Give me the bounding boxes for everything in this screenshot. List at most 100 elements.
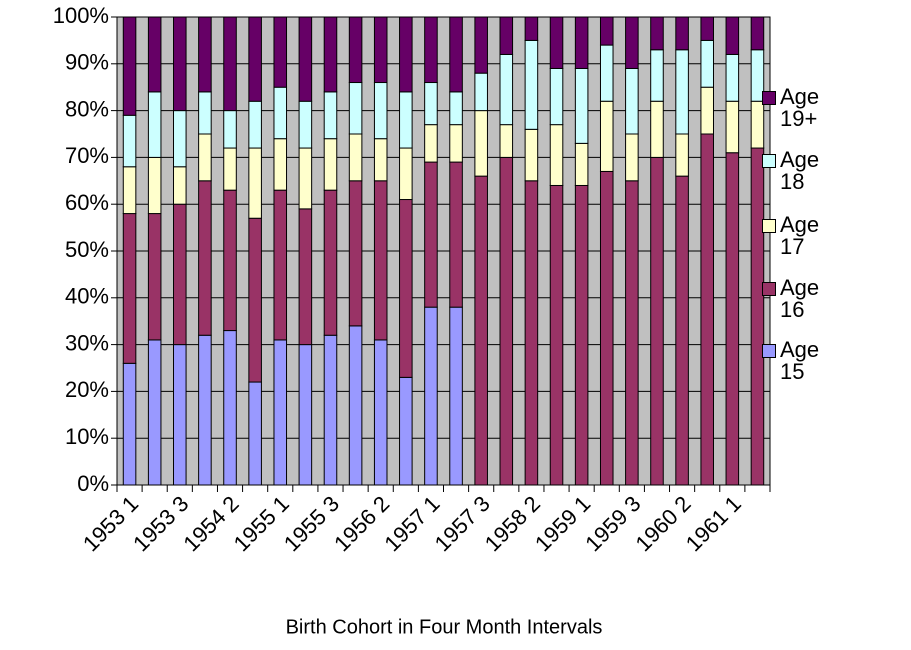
bar-segment [725,53,740,102]
x-tick-label: 1959 3 [580,491,645,556]
plot-border [116,16,771,486]
bar-segment [323,91,338,140]
y-tick-label: 80% [65,96,109,121]
bar-segment [700,133,714,486]
bar-segment [625,67,639,135]
bar-segment [248,217,262,383]
x-tick-label: 1956 2 [329,491,394,556]
legend-label: Age 18 [780,147,820,194]
bar-segment [147,213,162,341]
bar-segment [549,16,564,69]
bar-segment [574,16,589,69]
bar-segment [599,100,614,172]
bar-segment [122,362,137,486]
bar-segment [424,82,438,126]
legend-item: Age 18 [762,149,842,193]
bar-segment [524,180,539,486]
y-tick-label: 100% [53,3,109,28]
bar-segment [449,91,463,126]
bar-segment [599,170,614,486]
bar-segment [725,152,740,486]
bar-segment [725,100,740,154]
bar-segment [348,82,363,135]
bar-segment [499,156,514,486]
bar-segment [650,16,664,51]
bar-segment [700,16,714,41]
bar-segment [198,91,212,135]
legend-item: Age 17 [762,214,842,258]
x-tick-label: 1957 1 [379,491,444,556]
bar-segment [599,16,614,46]
bar-segment [700,39,714,88]
bar-segment [248,16,262,102]
bar-segment [725,16,740,55]
legend-label: Age 19+ [780,84,820,131]
bar-segment [650,156,664,486]
bar-segment [650,100,664,158]
bar-segment [323,138,338,191]
bar-segment [298,100,313,149]
bar-segment [373,180,388,341]
bar-segment [223,110,237,149]
legend-label: Age 15 [780,337,820,384]
bar-segment [147,156,162,215]
bar-segment [399,376,413,486]
y-tick-label: 0% [77,471,109,496]
bar-segment [599,44,614,102]
bar-segment [424,306,438,486]
bar-segment [122,114,137,168]
bar-segment [524,128,539,182]
bar-segment [449,161,463,308]
legend-label: Age 16 [780,275,820,322]
bar-segment [449,16,463,93]
bar-segment [474,16,488,74]
y-tick-label: 40% [65,284,109,309]
y-tick-label: 30% [65,330,109,355]
bar-segment [198,334,212,486]
bar-segment [273,86,288,140]
x-tick-label: 1955 3 [279,491,344,556]
bar-segment [122,213,137,364]
bar-segment [147,91,162,158]
x-tick-label: 1953 3 [128,491,193,556]
bar-segment [675,175,689,486]
bar-segment [198,16,212,93]
bar-segment [574,142,589,186]
bar-segment [298,208,313,346]
bar-segment [399,147,413,201]
bar-segment [424,16,438,84]
bar-segment [449,306,463,486]
legend-swatch [762,282,776,296]
bar-segment [122,16,137,116]
bar-segment [574,184,589,486]
legend-item: Age 15 [762,339,842,383]
y-tick-label: 50% [65,237,109,262]
bar-segment [298,16,313,102]
bar-segment [549,124,564,186]
bar-segment [198,133,212,182]
bar-segment [173,110,187,168]
x-tick-label: 1958 2 [480,491,545,556]
legend-item: Age 19+ [762,86,842,130]
bar-segment [399,16,413,93]
bar-segment [323,16,338,93]
x-tick-label: 1957 3 [430,491,495,556]
bar-segment [574,67,589,144]
x-tick-label: 1955 1 [229,491,294,556]
legend-swatch [762,154,776,168]
bar-segment [675,133,689,177]
bar-segment [373,339,388,486]
bar-segment [399,199,413,378]
legend-item: Age 16 [762,277,842,321]
bar-segment [173,203,187,346]
y-tick-label: 70% [65,143,109,168]
bar-segment [147,339,162,486]
bar-segment [373,16,388,84]
bar-segment [474,175,488,486]
bar-segment [675,49,689,135]
bar-segment [273,339,288,486]
bar-segment [373,82,388,140]
bar-segment [549,67,564,126]
bar-segment [198,180,212,336]
